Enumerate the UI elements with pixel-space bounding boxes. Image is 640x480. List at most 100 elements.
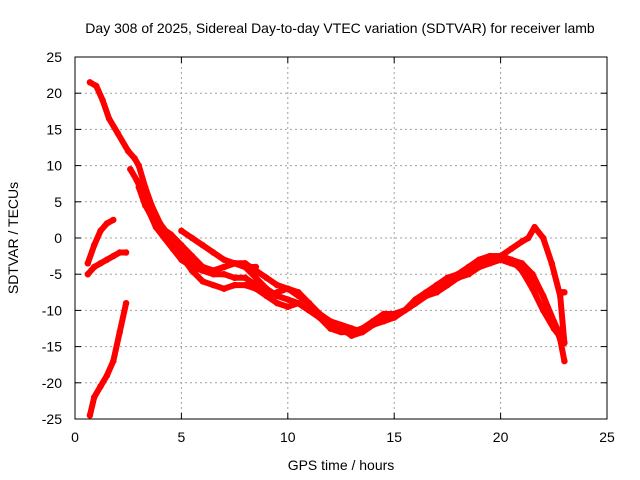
data-points — [84, 79, 568, 419]
data-point — [540, 307, 547, 314]
data-point — [263, 274, 270, 281]
data-point — [188, 267, 196, 274]
data-point — [127, 166, 134, 173]
x-tick-label: 15 — [386, 429, 402, 445]
data-point — [93, 82, 100, 90]
data-point — [91, 263, 98, 271]
data-point — [242, 260, 249, 267]
data-point — [454, 271, 462, 278]
data-point — [110, 252, 117, 260]
data-point — [548, 260, 555, 267]
data-point — [263, 292, 270, 300]
data-point — [125, 147, 132, 155]
y-tick-label: -15 — [42, 339, 62, 355]
data-point — [86, 412, 94, 419]
data-point — [231, 274, 238, 281]
data-point — [210, 281, 217, 289]
data-point — [369, 321, 377, 329]
data-point — [497, 252, 504, 260]
axis-ticks: 0 5 10 15 20 25 -25 -20 -15 -10 -5 0 5 10 15 20 25 — [42, 49, 615, 445]
data-point — [295, 289, 302, 296]
data-point — [529, 285, 536, 292]
data-point — [199, 242, 206, 249]
y-tick-label: 0 — [54, 230, 62, 246]
x-tick-label: 25 — [599, 429, 615, 445]
data-point — [110, 216, 117, 224]
x-axis-label: GPS time / hours — [288, 457, 395, 473]
x-tick-label: 10 — [280, 429, 296, 445]
data-point — [220, 263, 228, 271]
data-point — [476, 256, 483, 263]
grid — [75, 57, 607, 419]
data-point — [561, 357, 568, 365]
data-point — [131, 155, 138, 162]
data-point — [252, 267, 260, 274]
x-tick-label: 5 — [178, 429, 186, 445]
data-point — [295, 300, 302, 307]
data-point — [274, 300, 281, 307]
data-point — [252, 274, 260, 281]
data-point — [540, 292, 547, 300]
data-point — [84, 260, 92, 267]
data-point — [412, 296, 419, 303]
data-point — [348, 325, 355, 332]
data-point — [529, 271, 536, 278]
data-point — [86, 79, 94, 86]
y-tick-label: 20 — [46, 85, 62, 101]
data-point — [220, 285, 228, 292]
data-point — [242, 274, 249, 281]
data-point — [231, 281, 238, 289]
data-point — [401, 307, 408, 314]
data-point — [110, 357, 117, 365]
data-point — [199, 263, 206, 271]
data-point — [433, 281, 440, 289]
data-point — [122, 249, 130, 256]
data-point — [540, 234, 547, 242]
data-point — [116, 328, 123, 336]
y-tick-label: -25 — [42, 411, 62, 427]
data-point — [97, 383, 104, 390]
data-point — [518, 238, 526, 245]
data-point — [242, 281, 249, 289]
data-point — [422, 289, 430, 296]
data-point — [508, 256, 515, 263]
data-point — [148, 205, 155, 213]
data-point — [444, 278, 451, 285]
data-point — [284, 296, 291, 303]
data-point — [252, 285, 260, 292]
data-point — [103, 220, 111, 227]
data-point — [465, 263, 472, 271]
data-point — [263, 285, 270, 292]
data-point — [284, 303, 291, 310]
data-point — [274, 281, 281, 289]
data-point — [142, 202, 149, 209]
data-point — [178, 242, 185, 249]
data-point — [316, 310, 323, 318]
data-point — [188, 252, 196, 260]
data-point — [220, 271, 228, 278]
data-point — [220, 256, 228, 263]
data-point — [486, 252, 494, 260]
data-point — [156, 223, 164, 231]
data-point — [114, 129, 121, 137]
data-point — [274, 292, 281, 300]
data-point — [518, 260, 526, 267]
data-point — [167, 231, 174, 238]
data-point — [103, 372, 111, 379]
chart-title: Day 308 of 2025, Sidereal Day-to-day VTE… — [85, 20, 595, 36]
y-tick-label: 25 — [46, 49, 62, 65]
data-point — [391, 310, 398, 318]
data-point — [133, 176, 140, 184]
data-point — [103, 256, 111, 263]
data-point — [210, 267, 217, 274]
data-point — [561, 289, 568, 296]
y-tick-label: -5 — [50, 266, 63, 282]
data-point — [84, 271, 92, 278]
data-point — [380, 314, 387, 321]
data-point — [305, 300, 313, 307]
data-point — [284, 285, 291, 292]
y-tick-label: 5 — [54, 194, 62, 210]
data-point — [359, 328, 366, 336]
data-point — [105, 115, 113, 122]
data-point — [99, 97, 106, 104]
